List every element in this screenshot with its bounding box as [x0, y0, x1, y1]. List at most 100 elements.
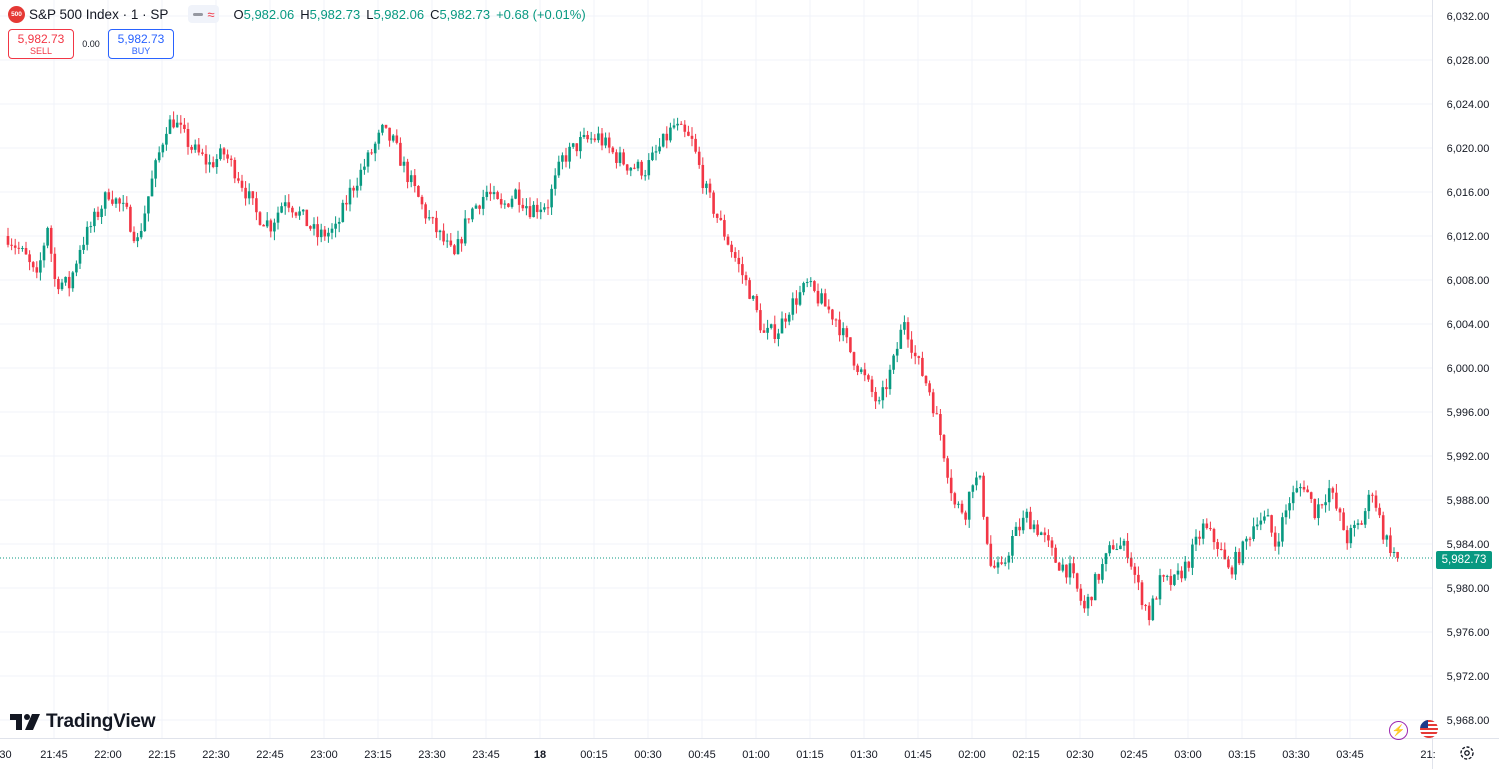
candle-body	[211, 162, 215, 168]
candle	[39, 252, 42, 281]
candle-body	[1119, 545, 1122, 550]
candle-body	[960, 503, 964, 513]
candle-body	[924, 375, 928, 384]
tradingview-logo-text: TradingView	[46, 711, 156, 732]
candle	[859, 367, 863, 375]
candle	[1176, 563, 1180, 581]
candle-body	[39, 260, 42, 273]
bolt-icon[interactable]: ⚡	[1389, 721, 1408, 740]
candle-body	[1342, 512, 1345, 531]
candle-body	[309, 226, 312, 229]
candle	[1025, 508, 1029, 523]
candle	[867, 373, 870, 382]
candle-body	[399, 142, 402, 166]
candle	[1385, 534, 1389, 547]
candle	[1396, 551, 1399, 562]
candle	[114, 197, 118, 208]
candle-body	[528, 206, 532, 218]
candle	[622, 148, 625, 166]
candle-body	[190, 146, 193, 150]
candle-body	[748, 280, 751, 299]
candle	[928, 380, 931, 396]
candle-body	[564, 155, 568, 162]
buy-price: 5,982.73	[117, 31, 165, 46]
candle	[21, 245, 24, 252]
candle-body	[179, 122, 183, 125]
candle	[910, 331, 913, 359]
candle-body	[1317, 504, 1320, 519]
sell-button[interactable]: 5,982.73 SELL	[8, 29, 74, 59]
candle	[1392, 547, 1396, 558]
candle	[204, 145, 208, 174]
candle-body	[607, 137, 611, 148]
candle	[1036, 520, 1039, 537]
y-tick-label: 5,976.00	[1447, 627, 1490, 639]
candle	[1165, 574, 1169, 581]
candle-body	[330, 228, 334, 233]
candle	[816, 283, 820, 307]
candle	[1061, 558, 1065, 573]
candle	[1345, 525, 1349, 550]
candle-body	[964, 512, 967, 520]
candle	[1115, 543, 1119, 551]
candle-body	[132, 231, 136, 242]
candle-body	[600, 133, 604, 146]
candle-body	[1104, 553, 1108, 565]
gear-icon[interactable]	[1458, 744, 1476, 762]
ohlc-close-label: C	[430, 6, 440, 22]
candle	[769, 323, 773, 330]
x-tick-label: 00:45	[688, 749, 716, 761]
tradingview-logo[interactable]: TradingView	[10, 711, 156, 733]
y-tick-label: 6,024.00	[1447, 99, 1490, 111]
candle-body	[1288, 503, 1291, 511]
candle	[1281, 512, 1284, 547]
candle-body	[283, 202, 287, 207]
candle-body	[813, 281, 816, 291]
ohlc-low-value: 5,982.06	[373, 6, 425, 22]
candle-body	[611, 147, 615, 153]
candle	[1043, 527, 1047, 543]
candle	[651, 146, 654, 162]
candle	[892, 353, 895, 374]
candle	[1349, 524, 1353, 549]
candle-body	[348, 187, 352, 205]
candle-body	[1021, 517, 1025, 531]
candle-body	[1381, 515, 1385, 540]
candle	[294, 211, 298, 219]
candle	[1126, 533, 1129, 564]
candle-body	[550, 188, 553, 208]
candle-body	[424, 204, 427, 219]
candle-body	[888, 369, 892, 390]
legend-toggle-pill[interactable]: ≈	[188, 5, 220, 23]
candle-body	[1083, 600, 1086, 609]
candle	[298, 206, 301, 220]
candle-body	[258, 212, 262, 225]
candle-body	[719, 217, 723, 221]
candle-body	[571, 143, 575, 147]
candle	[17, 241, 21, 255]
candle-body	[514, 189, 517, 199]
candle-body	[6, 236, 10, 245]
candle-body	[895, 348, 899, 356]
candle-body	[384, 124, 388, 128]
candle	[975, 471, 978, 491]
candle-body	[154, 160, 157, 179]
candle-body	[1194, 536, 1198, 545]
candle	[823, 288, 827, 307]
x-tick-label: 02:15	[1012, 749, 1040, 761]
flag-icon[interactable]	[1420, 720, 1438, 738]
candle	[75, 260, 78, 277]
candle	[845, 325, 849, 344]
candle	[82, 236, 85, 254]
candle	[471, 207, 474, 223]
candle	[215, 154, 219, 174]
symbol-title[interactable]: S&P 500 Index · 1 · SP	[29, 6, 169, 22]
time-axis[interactable]: :30 21:45 22:00 22:15 22:30 22:45 23:00 23:15 23…	[0, 749, 1436, 761]
symbol-badge-icon[interactable]: 500	[8, 5, 25, 23]
candle	[399, 137, 402, 166]
buy-button[interactable]: 5,982.73 BUY	[108, 29, 174, 59]
price-axis[interactable]: 6,032.00 6,028.00 6,024.00 6,020.00 6,016.00…	[1447, 11, 1490, 727]
candlestick-series	[6, 111, 1399, 626]
candle	[1216, 538, 1219, 557]
